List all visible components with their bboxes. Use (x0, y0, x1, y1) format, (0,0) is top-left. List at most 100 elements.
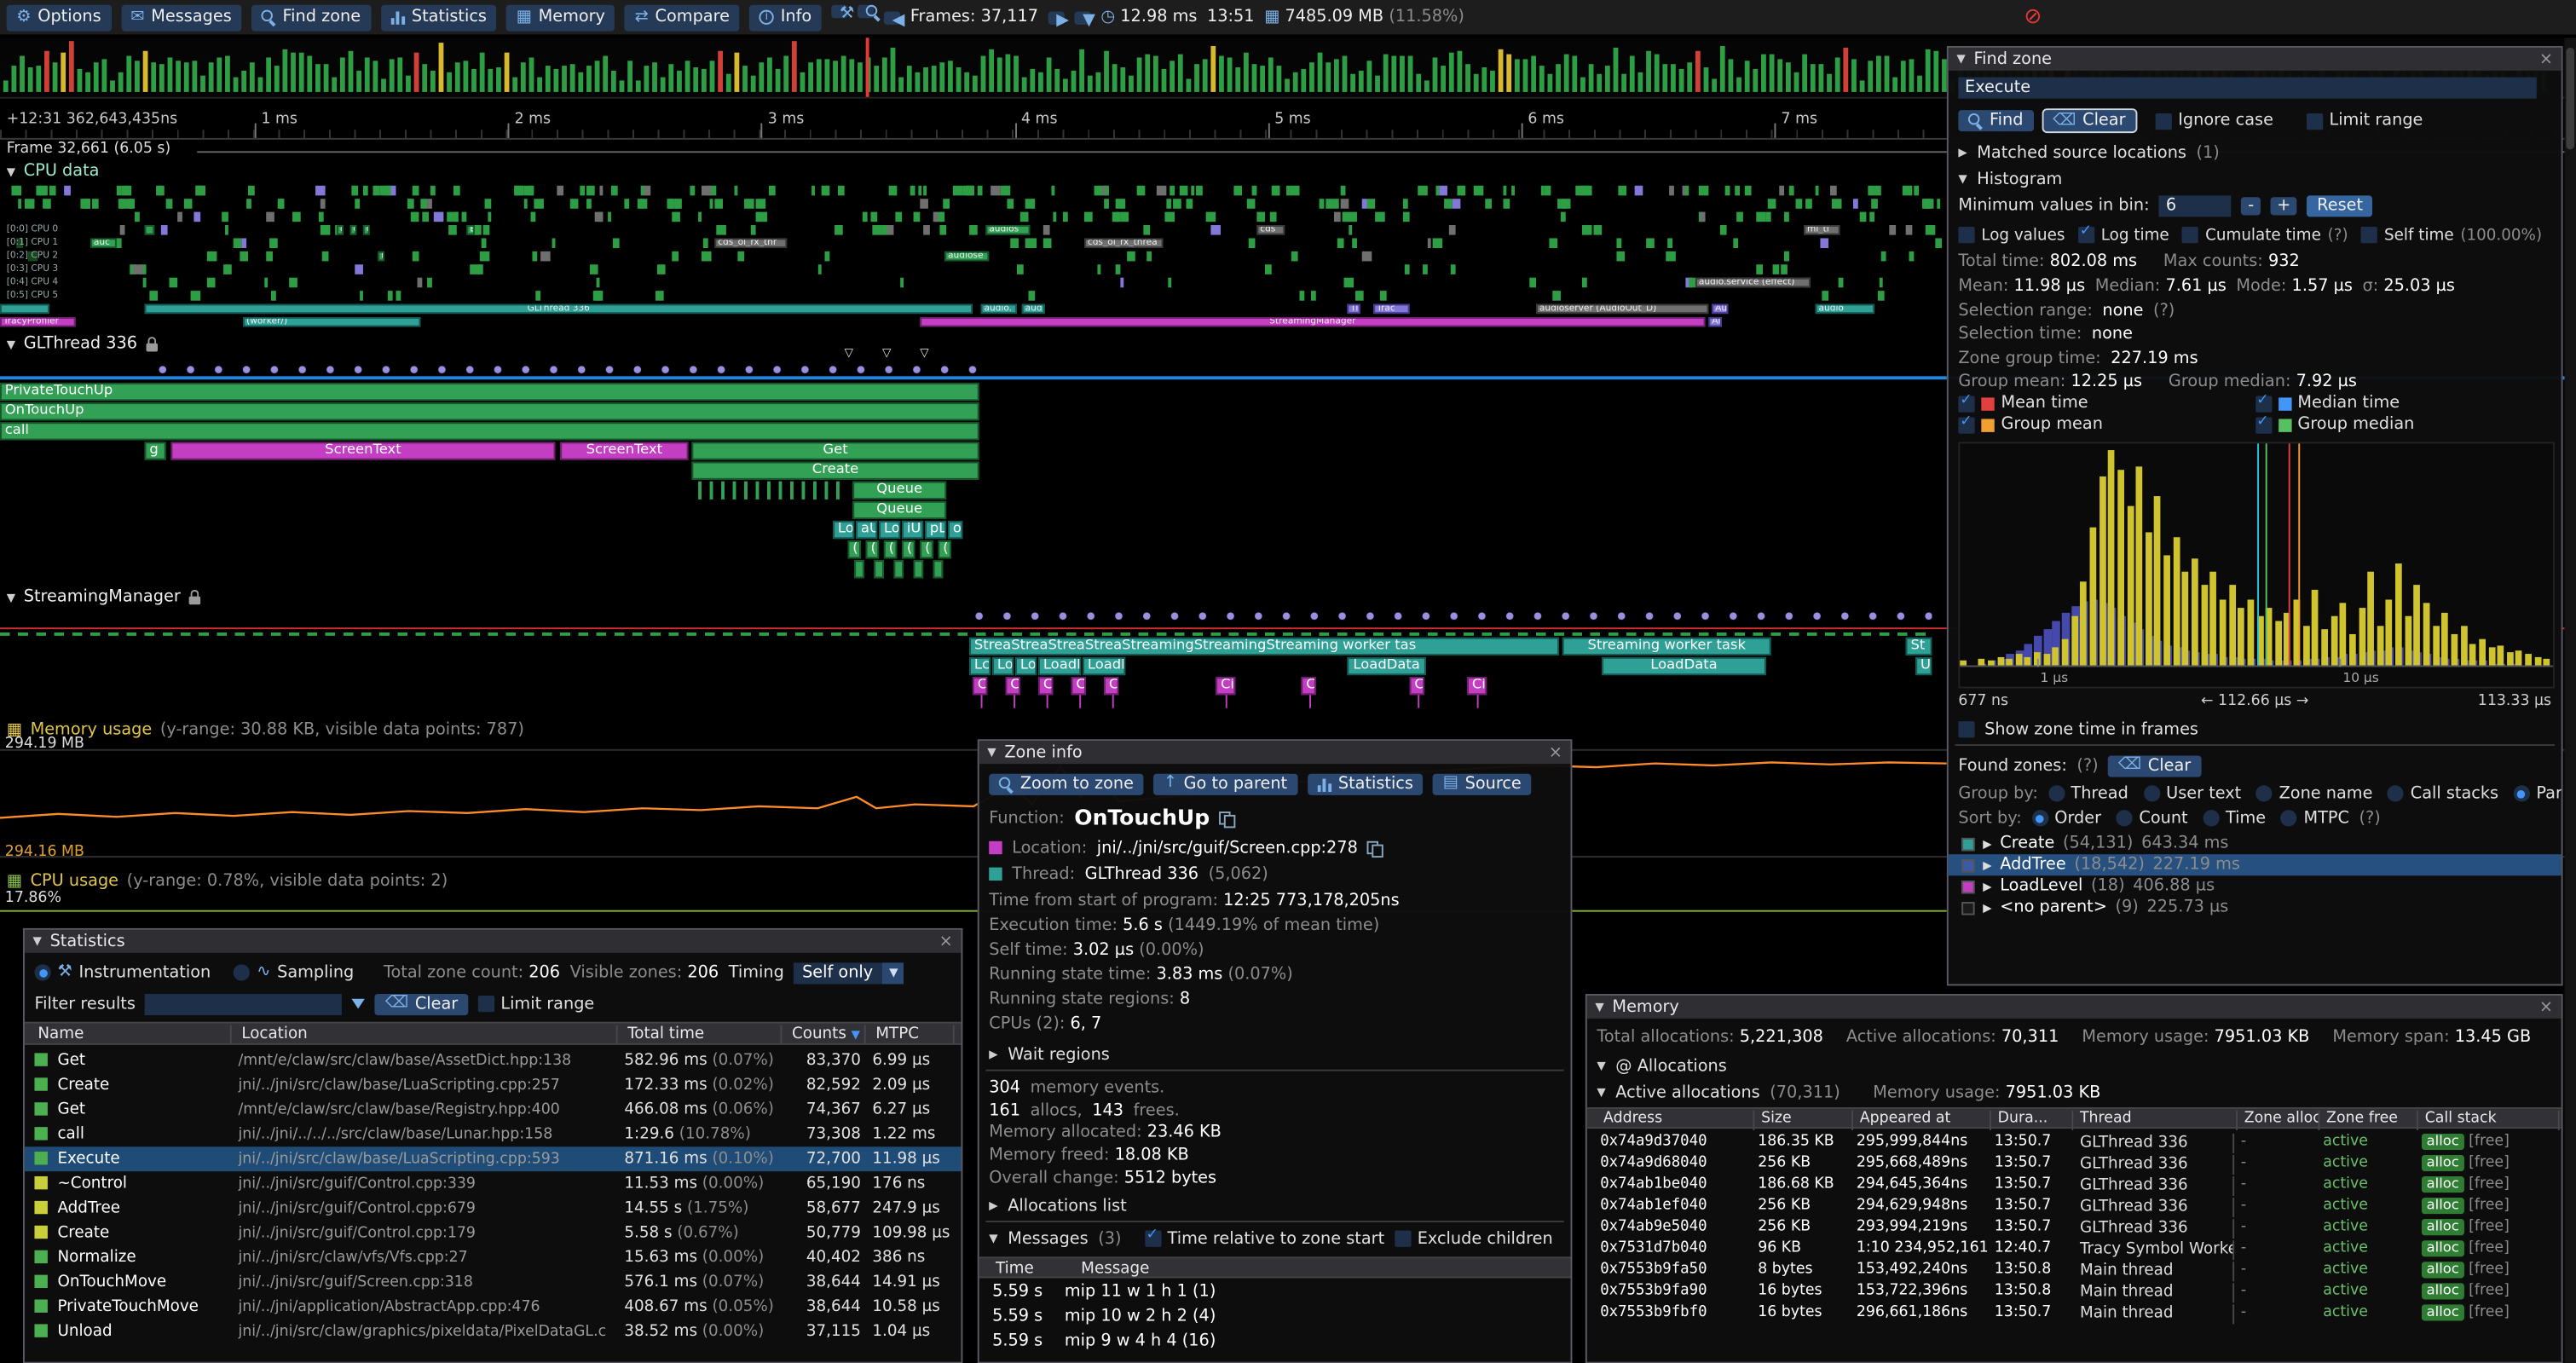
frame-bar[interactable] (1744, 60, 1750, 92)
sort-by-time[interactable]: Time (2202, 809, 2266, 827)
frame-bar[interactable] (208, 62, 214, 92)
frame-bar[interactable] (118, 72, 124, 92)
frame-bar[interactable] (586, 65, 592, 92)
frame-bar[interactable] (1859, 79, 1865, 92)
frame-bar[interactable] (1194, 63, 1199, 92)
frame-bar[interactable] (1079, 49, 1085, 92)
frame-bar[interactable] (915, 72, 921, 92)
frame-bar[interactable] (1202, 59, 1208, 92)
alloc-callstack-button[interactable]: alloc (2421, 1197, 2464, 1214)
found-zone-group[interactable]: ▶ <no parent> (9) 225.73 µs (1949, 897, 2562, 918)
frame-bar[interactable] (241, 71, 247, 92)
frame-bar[interactable] (1629, 55, 1635, 92)
timeline-zone[interactable]: Lo (833, 520, 855, 540)
allocation-row[interactable]: 0x7553b9fa50 8 bytes 153,492,240ns 13:50.8 M… (1587, 1258, 2562, 1281)
frame-bar[interactable] (1753, 68, 1759, 92)
timeline-zone[interactable]: Create (691, 461, 979, 480)
frame-bar[interactable] (151, 62, 157, 92)
cpu-zone-segment[interactable]: GLThread 336 (144, 303, 973, 315)
frame-bar[interactable] (1736, 77, 1741, 92)
legend-median-time[interactable]: Median time (2255, 392, 2551, 413)
cpu-zone-segment[interactable]: Ai (1708, 316, 1722, 327)
frame-bar[interactable] (1827, 72, 1832, 92)
frame-bar[interactable] (652, 62, 657, 92)
alloc-callstack-button[interactable]: alloc (2421, 1282, 2464, 1299)
frame-bar[interactable] (1514, 59, 1520, 92)
frame-bar[interactable] (693, 66, 699, 92)
frame-bar[interactable] (356, 70, 362, 92)
frame-bar[interactable] (373, 60, 378, 92)
group-by-thread[interactable]: Thread (2048, 784, 2128, 802)
frame-bar[interactable] (1243, 53, 1249, 92)
zone-location[interactable]: Location: jni/../jni/src/guif/Screen.cpp… (989, 836, 1561, 859)
message-row[interactable]: 5.59 s mip 11 w 1 h 1 (1) (979, 1279, 1571, 1304)
frame-bar[interactable] (1843, 47, 1849, 92)
frame-bar[interactable] (159, 64, 165, 92)
find-zone-query-input[interactable]: Execute (1958, 77, 2537, 99)
frame-bar[interactable] (1441, 65, 1447, 92)
frame-bar[interactable] (1547, 74, 1553, 92)
frame-bar[interactable] (389, 58, 395, 92)
cpu-zone-segment[interactable]: cds_ol_rx_thr (714, 238, 788, 249)
frame-bar[interactable] (808, 62, 814, 92)
glthread-header[interactable]: ▼ GLThread 336 (7, 335, 158, 353)
frame-bar[interactable] (1588, 63, 1594, 92)
timeline-zone[interactable]: Queue (852, 481, 947, 500)
frame-bar[interactable] (3, 79, 9, 92)
timeline-zone[interactable]: StreaStreaStreaStreaStreamingStreamingSt… (969, 637, 1560, 656)
frame-bar[interactable] (85, 72, 91, 92)
frame-bar[interactable] (1145, 53, 1151, 92)
min-bin-input[interactable]: 6 (2159, 194, 2232, 217)
limit-range-checkbox[interactable]: Limit range (2306, 112, 2423, 130)
frame-bar[interactable] (1014, 55, 1019, 92)
frame-bar[interactable] (996, 57, 1002, 92)
frame-bar[interactable] (1818, 63, 1824, 92)
timeline-zone[interactable]: LoadDaU (1038, 656, 1082, 676)
close-icon[interactable]: × (2538, 997, 2554, 1017)
cpu-zone-segment[interactable]: auc (90, 238, 117, 249)
alloc-callstack-button[interactable]: alloc (2421, 1132, 2464, 1149)
frame-bar[interactable] (332, 77, 338, 92)
toolbar-button-tools[interactable]: ⚒ (831, 3, 854, 21)
frame-bar[interactable] (635, 80, 641, 92)
cpu-zone-segment[interactable]: audioserver (AudioOut_D) (1536, 303, 1709, 315)
found-zone-group[interactable]: ▶ Create (54,131) 643.34 ms (1949, 833, 2562, 854)
zone-thread[interactable]: Thread: GLThread 336 (5,062) (989, 863, 1561, 886)
frame-bar[interactable] (1170, 60, 1175, 92)
zoom-to-zone-button[interactable]: Zoom to zone (989, 772, 1144, 794)
statistics-row[interactable]: ~Control jni/../jni/src/guif/Control.cpp:… (25, 1171, 962, 1196)
frame-bar[interactable] (610, 71, 616, 92)
frame-bar[interactable] (1301, 68, 1307, 92)
cpu-zone-segment[interactable]: TracyProfiler (0, 316, 76, 327)
column-header-location[interactable]: Location (238, 1025, 618, 1045)
allocation-row[interactable]: 0x74ab1be040 186.68 KB 294,645,364ns 13:50.… (1587, 1173, 2562, 1196)
self-time-checkbox[interactable]: Self time (100.00%) (2361, 226, 2542, 244)
frame-bar[interactable] (413, 52, 419, 92)
clear-filter-button[interactable]: ⌫ Clear (375, 993, 468, 1015)
statistics-row[interactable]: OnTouchMove jni/../jni/src/guif/Screen.cp… (25, 1270, 962, 1295)
frame-bar[interactable] (1112, 63, 1118, 92)
frame-bar[interactable] (61, 52, 66, 92)
frame-bar[interactable] (989, 49, 995, 92)
frame-bar[interactable] (1358, 71, 1364, 92)
frame-bar[interactable] (1900, 61, 1906, 92)
frame-bar[interactable] (939, 62, 945, 92)
frame-bar[interactable] (1498, 48, 1504, 92)
frame-bar[interactable] (1465, 63, 1470, 92)
allocations-toggle[interactable]: ▼ @ Allocations (1597, 1057, 1727, 1076)
cpu-zone-segment[interactable]: E (466, 225, 475, 235)
frame-bar[interactable] (1522, 59, 1528, 92)
frame-bar[interactable] (176, 61, 182, 92)
frame-bar[interactable] (406, 75, 411, 92)
alloc-callstack-button[interactable]: alloc (2421, 1239, 2464, 1256)
find-zone-titlebar[interactable]: ▼ Find zone × (1948, 47, 2562, 71)
frame-bar[interactable] (890, 48, 896, 92)
frame-bar[interactable] (1728, 59, 1734, 92)
frame-bar[interactable] (496, 67, 501, 92)
legend-mean-time[interactable]: Mean time (1958, 392, 2255, 413)
show-zone-time-checkbox[interactable]: Show zone time in frames (1958, 718, 2551, 741)
log-values-checkbox[interactable]: Log values (1958, 226, 2065, 244)
timeline-zone[interactable]: Lo (879, 520, 901, 540)
frame-bar[interactable] (1432, 56, 1438, 92)
